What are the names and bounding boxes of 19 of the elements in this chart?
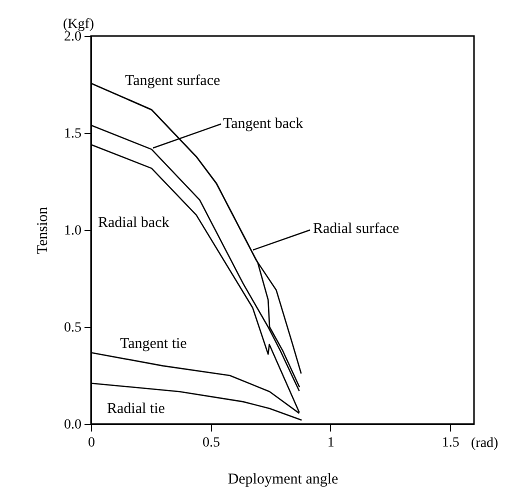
x-tick-label: 0 <box>88 436 95 450</box>
y-tick-label: 0.5 <box>64 320 82 336</box>
y-tick-label: 0.0 <box>64 418 82 432</box>
text: Tangent back <box>223 116 304 132</box>
text: Radial surface <box>313 221 400 237</box>
x-tick-label: 1 <box>327 436 334 450</box>
x-tick-label: 0.5 <box>202 436 220 450</box>
series-label: Radial tie <box>107 401 166 417</box>
text: (rad) <box>471 436 499 451</box>
y-axis-title: Tension <box>35 206 51 254</box>
series-label: Tangent surface <box>125 73 220 89</box>
x-tick-label: 1.5 <box>442 436 460 450</box>
y-tick-label: 1.0 <box>64 224 82 238</box>
x-axis-title: Deployment angle <box>228 472 339 488</box>
series-label: Tangent tie <box>120 336 188 352</box>
text: (Kgf) <box>63 17 94 32</box>
y-tick-label: 1.5 <box>64 126 82 142</box>
series-label: Radial back <box>98 215 170 231</box>
y-tick-label: 2.0 <box>64 30 82 44</box>
